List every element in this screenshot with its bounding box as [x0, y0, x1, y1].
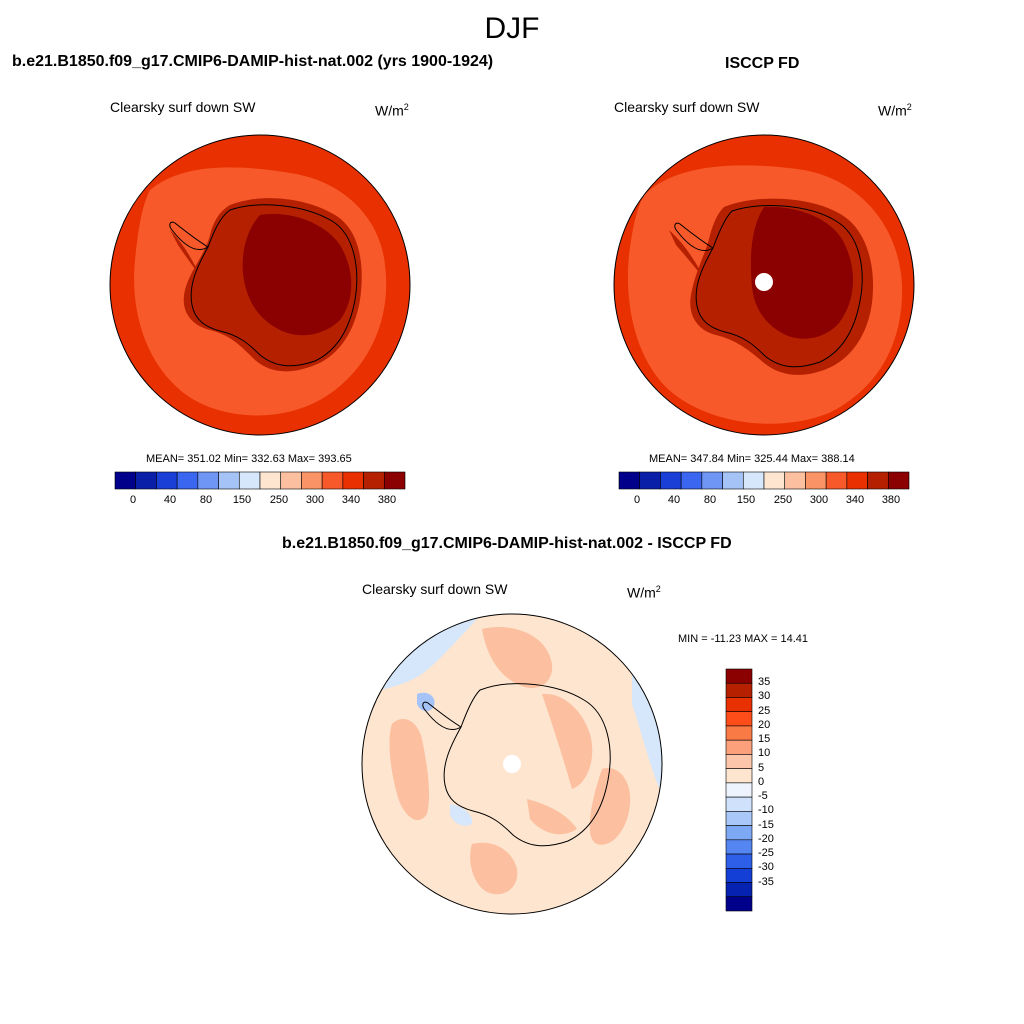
diff-panel-title: b.e21.B1850.f09_g17.CMIP6-DAMIP-hist-nat… — [282, 535, 732, 552]
colorbar-swatch — [301, 471, 323, 490]
obs-variable-label: Clearsky surf down SW — [614, 99, 760, 115]
colorbar-swatch — [725, 896, 753, 912]
obs-units-label: W/m2 — [878, 102, 912, 119]
colorbar-swatch — [383, 471, 406, 490]
colorbar-swatch — [784, 471, 806, 490]
colorbar-swatch — [725, 754, 753, 769]
colorbar-label: -25 — [758, 847, 774, 860]
colorbar-swatch — [725, 811, 753, 826]
colorbar-swatch — [846, 471, 868, 490]
colorbar-swatch — [825, 471, 848, 490]
colorbar-swatch — [867, 471, 889, 490]
colorbar-swatch — [725, 867, 753, 883]
colorbar-swatch — [363, 471, 385, 490]
colorbar-tick-label: 300 — [305, 494, 325, 506]
colorbar-swatch — [701, 471, 723, 490]
colorbar-swatch — [114, 471, 137, 490]
colorbar-swatch — [725, 668, 753, 684]
colorbar-swatch — [725, 839, 753, 855]
colorbar-tick-label: 80 — [703, 494, 717, 506]
colorbar-label: 5 — [758, 761, 765, 774]
colorbar-swatch — [280, 471, 302, 490]
colorbar-swatch — [259, 471, 282, 490]
colorbar-label: 10 — [758, 747, 771, 760]
model-polar-map — [109, 134, 411, 436]
colorbar-label: 0 — [758, 775, 765, 788]
colorbar-label: 15 — [758, 733, 771, 746]
colorbar-swatch — [660, 471, 682, 490]
obs-colorbar — [618, 471, 910, 490]
colorbar-tick-label: 150 — [232, 494, 252, 506]
figure-title: DJF — [484, 12, 540, 45]
colorbar-tick-label: 340 — [845, 494, 865, 506]
obs-polar-map — [613, 134, 915, 436]
colorbar-swatch — [763, 471, 786, 490]
colorbar-swatch — [197, 471, 219, 490]
diff-variable-label: Clearsky surf down SW — [362, 581, 508, 597]
model-variable-label: Clearsky surf down SW — [110, 99, 256, 115]
colorbar-label: 25 — [758, 704, 771, 717]
colorbar-tick-label: 80 — [199, 494, 213, 506]
colorbar-swatch — [725, 882, 753, 898]
colorbar-swatch — [725, 739, 753, 755]
obs-stats: MEAN= 347.84 Min= 325.44 Max= 388.14 — [649, 453, 855, 465]
colorbar-swatch — [176, 471, 199, 490]
colorbar-tick-label: 250 — [773, 494, 793, 506]
colorbar-swatch — [321, 471, 344, 490]
colorbar-label: -30 — [758, 861, 774, 874]
colorbar-swatch — [725, 682, 753, 698]
colorbar-tick-label: 250 — [269, 494, 289, 506]
colorbar-swatch — [725, 725, 753, 741]
colorbar-label: 30 — [758, 690, 771, 703]
colorbar-swatch — [680, 471, 703, 490]
colorbar-label: -20 — [758, 832, 774, 845]
colorbar-label: -10 — [758, 804, 774, 817]
model-units-label: W/m2 — [375, 102, 409, 119]
model-colorbar — [114, 471, 406, 490]
colorbar-swatch — [725, 711, 753, 727]
colorbar-swatch — [887, 471, 910, 490]
colorbar-label: -35 — [758, 875, 774, 888]
colorbar-tick-label: 0 — [129, 494, 137, 506]
colorbar-swatch — [238, 471, 261, 490]
colorbar-swatch — [725, 782, 753, 798]
colorbar-tick-label: 380 — [377, 494, 397, 506]
colorbar-tick-label: 340 — [341, 494, 361, 506]
diff-colorbar — [725, 668, 753, 912]
colorbar-label: 35 — [758, 676, 771, 689]
colorbar-swatch — [722, 471, 744, 490]
colorbar-swatch — [342, 471, 364, 490]
model-panel-title: b.e21.B1850.f09_g17.CMIP6-DAMIP-hist-nat… — [12, 53, 494, 70]
obs-panel-title: ISCCP FD — [725, 55, 800, 72]
colorbar-tick-label: 0 — [633, 494, 641, 506]
colorbar-swatch — [725, 853, 753, 869]
colorbar-label: -5 — [758, 790, 768, 803]
colorbar-swatch — [725, 697, 753, 713]
colorbar-label: 20 — [758, 718, 771, 731]
diff-units-label: W/m2 — [627, 584, 661, 601]
colorbar-tick-label: 380 — [881, 494, 901, 506]
colorbar-swatch — [725, 796, 753, 812]
colorbar-tick-label: 40 — [163, 494, 177, 506]
colorbar-swatch — [805, 471, 827, 490]
colorbar-tick-label: 300 — [809, 494, 829, 506]
colorbar-swatch — [156, 471, 178, 490]
colorbar-tick-label: 150 — [736, 494, 756, 506]
colorbar-tick-label: 40 — [667, 494, 681, 506]
colorbar-swatch — [639, 471, 661, 490]
colorbar-swatch — [618, 471, 641, 490]
diff-stats: MIN = -11.23 MAX = 14.41 — [678, 633, 809, 645]
colorbar-swatch — [742, 471, 765, 490]
colorbar-swatch — [725, 825, 753, 841]
model-stats: MEAN= 351.02 Min= 332.63 Max= 393.65 — [146, 453, 352, 465]
diff-polar-map — [361, 613, 663, 915]
colorbar-swatch — [725, 768, 753, 784]
colorbar-label: -15 — [758, 818, 774, 831]
colorbar-swatch — [135, 471, 157, 490]
colorbar-swatch — [218, 471, 240, 490]
